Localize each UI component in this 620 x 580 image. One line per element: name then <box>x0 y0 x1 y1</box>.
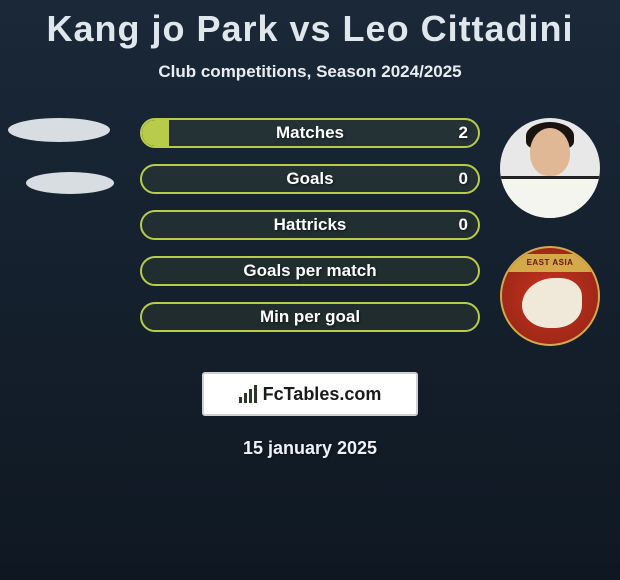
stat-label: Goals <box>142 166 478 192</box>
stat-bar-min-per-goal: Min per goal <box>140 302 480 332</box>
left-player-avatar <box>8 118 113 224</box>
stat-label: Matches <box>142 120 478 146</box>
stat-label: Hattricks <box>142 212 478 238</box>
subtitle: Club competitions, Season 2024/2025 <box>0 62 620 82</box>
stat-bars: Matches 2 Goals 0 Hattricks 0 Goals per … <box>140 118 480 348</box>
right-player-column: EAST ASIA <box>500 118 600 374</box>
page-title: Kang jo Park vs Leo Cittadini <box>0 0 620 50</box>
placeholder-ellipse <box>8 118 110 142</box>
stat-value: 0 <box>459 166 468 192</box>
stat-bar-goals: Goals 0 <box>140 164 480 194</box>
stat-bar-matches: Matches 2 <box>140 118 480 148</box>
stat-label: Min per goal <box>142 304 478 330</box>
chart-icon <box>239 385 259 403</box>
right-player-avatar <box>500 118 600 218</box>
placeholder-ellipse <box>26 172 114 194</box>
right-player-club-badge: EAST ASIA <box>500 246 600 346</box>
stat-bar-goals-per-match: Goals per match <box>140 256 480 286</box>
stat-value: 2 <box>459 120 468 146</box>
stat-label: Goals per match <box>142 258 478 284</box>
stat-value: 0 <box>459 212 468 238</box>
brand-text: FcTables.com <box>263 384 382 405</box>
stat-bar-hattricks: Hattricks 0 <box>140 210 480 240</box>
comparison-panel: EAST ASIA Matches 2 Goals 0 Hattricks 0 … <box>0 110 620 370</box>
brand-link[interactable]: FcTables.com <box>202 372 418 416</box>
date-text: 15 january 2025 <box>0 438 620 459</box>
